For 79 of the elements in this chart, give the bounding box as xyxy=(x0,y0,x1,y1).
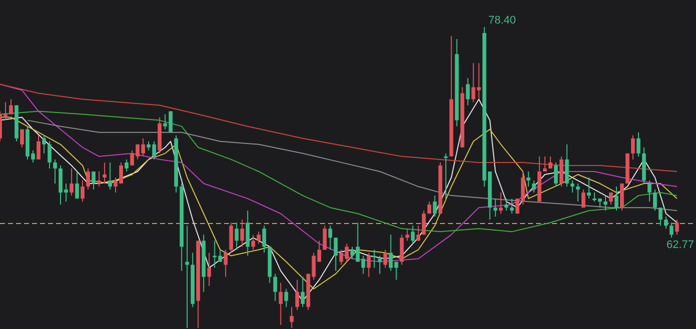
candlestick xyxy=(42,134,46,154)
candlestick xyxy=(675,219,679,236)
candlestick xyxy=(92,170,96,190)
annotation: 62.77 xyxy=(666,239,694,252)
candlestick xyxy=(658,207,662,226)
candlestick xyxy=(48,140,52,169)
candlestick xyxy=(185,225,190,328)
candlestick xyxy=(86,168,90,190)
candlestick xyxy=(350,246,354,260)
candlestick xyxy=(240,219,244,248)
candlestick xyxy=(631,134,635,160)
candlestick xyxy=(609,192,613,206)
candlestick xyxy=(394,261,398,280)
candlestick xyxy=(416,225,420,242)
candlestick xyxy=(80,180,84,202)
candlestick xyxy=(570,180,574,194)
candlestick xyxy=(234,222,239,250)
candlestick xyxy=(504,198,508,212)
candlestick xyxy=(410,225,415,244)
candlestick xyxy=(75,170,79,200)
candlestick xyxy=(405,228,410,242)
candlestick xyxy=(273,273,278,302)
candlestick xyxy=(256,231,261,244)
candlestick xyxy=(510,198,514,214)
candlestick xyxy=(295,279,300,310)
candlestick xyxy=(388,234,393,272)
candlestick xyxy=(344,243,349,262)
candlestick xyxy=(361,255,366,274)
candlestick xyxy=(124,158,129,172)
text: 78.40 xyxy=(488,14,516,27)
candlestick xyxy=(548,156,552,169)
candlestick xyxy=(251,234,256,250)
candlestick xyxy=(542,156,547,172)
candlestick xyxy=(317,240,322,262)
candlestick xyxy=(366,252,371,278)
candlestick xyxy=(378,255,382,274)
candlestick xyxy=(9,98,13,115)
candlestick xyxy=(432,195,437,218)
candlestick xyxy=(20,128,24,148)
candlestick xyxy=(670,222,674,238)
candlestick xyxy=(444,152,448,200)
candlestick xyxy=(614,186,618,212)
candlestick xyxy=(576,183,580,202)
candlestick xyxy=(498,192,503,214)
candlestick xyxy=(322,225,327,250)
candlestick xyxy=(427,201,432,214)
candlestick xyxy=(636,132,640,157)
candlestick xyxy=(207,252,212,286)
candlestick xyxy=(422,210,426,236)
candlestick xyxy=(664,216,668,230)
candlestick xyxy=(262,225,266,254)
candlestick xyxy=(372,249,376,268)
candlestick xyxy=(339,249,344,266)
candlestick xyxy=(532,180,536,194)
candlestick xyxy=(108,162,112,190)
candlestick xyxy=(278,282,283,326)
candlestick xyxy=(70,168,74,196)
candlestick xyxy=(648,180,652,202)
candlestick xyxy=(97,170,101,188)
candlestick xyxy=(526,170,530,188)
candlestick xyxy=(334,237,338,272)
candlestick xyxy=(493,198,498,218)
candlestick xyxy=(587,177,591,200)
candlestick xyxy=(554,162,558,188)
candlestick xyxy=(604,195,608,212)
candlestick xyxy=(224,249,228,278)
candlestick xyxy=(284,288,288,308)
candlestick xyxy=(290,306,294,328)
candlestick xyxy=(102,162,107,184)
candlestick xyxy=(328,225,332,250)
candlestick xyxy=(466,78,470,106)
candlestick xyxy=(582,189,586,208)
candlestick xyxy=(36,134,40,160)
candlestick xyxy=(383,249,388,268)
candlestick xyxy=(53,158,57,184)
candlestick xyxy=(356,222,360,262)
candlestick xyxy=(653,189,657,212)
candlestick xyxy=(300,276,305,308)
candlestick xyxy=(312,252,316,280)
